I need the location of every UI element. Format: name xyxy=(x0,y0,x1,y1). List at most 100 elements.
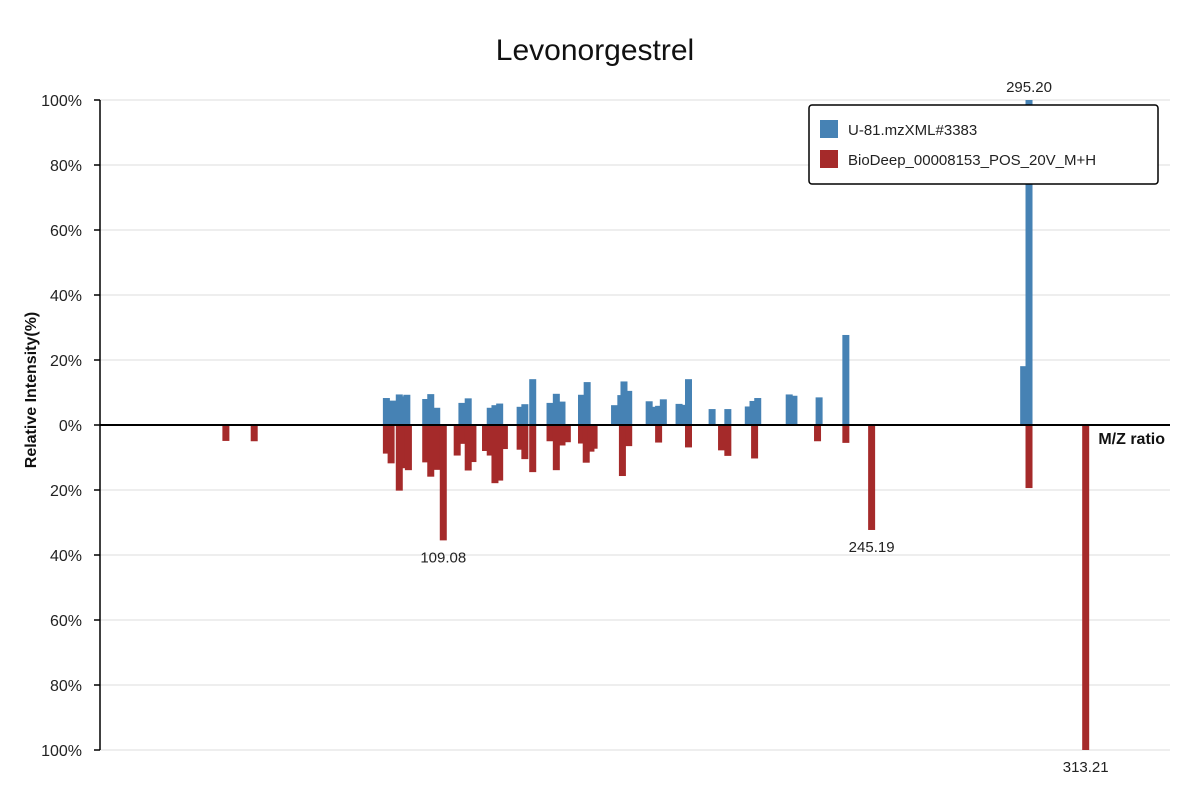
query-peak-bar xyxy=(486,407,494,425)
reference-peak-bar xyxy=(842,425,850,443)
reference-peak-bar xyxy=(382,425,390,454)
reference-peak-bar xyxy=(529,425,537,473)
reference-peak-bar xyxy=(724,425,732,456)
query-peak-bar xyxy=(675,403,683,425)
reference-peak-bar xyxy=(868,425,876,530)
reference-peak-bar xyxy=(222,425,230,441)
reference-peak-bar xyxy=(618,425,626,477)
legend-box xyxy=(808,104,1159,185)
reference-peak-bar xyxy=(590,425,598,449)
reference-peak-bar xyxy=(427,425,435,477)
reference-peak-bar xyxy=(718,425,726,451)
query-peak-bar xyxy=(790,395,798,425)
reference-peak-bar xyxy=(496,425,504,481)
reference-peak-bar xyxy=(395,425,403,491)
query-peak-bar xyxy=(433,407,441,425)
y-tick-label: 80% xyxy=(50,158,82,175)
query-peak-bar xyxy=(529,379,537,425)
x-axis-title: M/Z ratio xyxy=(1098,431,1165,448)
legend-label-reference: BioDeep_00008153_POS_20V_M+H xyxy=(848,152,1096,169)
reference-peak-bar xyxy=(422,425,430,463)
reference-peak-bar xyxy=(558,425,566,446)
y-tick-label: 100% xyxy=(41,93,82,110)
reference-peak-bar xyxy=(1082,425,1090,750)
query-peak-bar xyxy=(464,398,472,425)
y-tick-label: 40% xyxy=(50,288,82,305)
reference-peak-bar xyxy=(486,425,494,456)
query-peak-bar xyxy=(491,405,499,425)
query-peak-bar xyxy=(403,394,411,425)
reference-peak-bar xyxy=(433,425,441,470)
reference-peak-bar xyxy=(655,425,663,443)
peak-label: 245.19 xyxy=(849,539,895,556)
reference-peak-bar xyxy=(546,425,554,442)
query-peak-bar xyxy=(785,394,793,425)
query-peak-bar xyxy=(659,399,667,425)
reference-peak-bar xyxy=(582,425,590,463)
peak-label: 295.20 xyxy=(1006,79,1052,96)
legend-label-query: U-81.mzXML#3383 xyxy=(848,122,977,139)
peak-label: 109.08 xyxy=(420,549,466,566)
query-peak-bar xyxy=(754,398,762,425)
y-tick-label: 60% xyxy=(50,223,82,240)
query-peak-bar xyxy=(749,400,757,425)
reference-peak-bar xyxy=(439,425,447,541)
reference-peak-bar xyxy=(469,425,477,463)
legend: U-81.mzXML#3383 BioDeep_00008153_POS_20V… xyxy=(808,104,1159,185)
axes xyxy=(99,100,1170,750)
query-peak-bar xyxy=(1025,100,1033,425)
peak-labels: 295.20 109.08 245.19 313.21 xyxy=(420,79,1108,776)
reference-peak-bar xyxy=(404,425,412,471)
query-peak-bar xyxy=(578,394,585,425)
query-peak-bar xyxy=(645,401,653,425)
reference-peak-bar xyxy=(578,425,585,444)
query-peak-bar xyxy=(458,402,466,425)
query-peak-bar xyxy=(842,334,850,425)
y-tick-label: 20% xyxy=(50,353,82,370)
bars xyxy=(222,100,1090,750)
reference-peak-bar xyxy=(482,425,490,451)
reference-peak-bar xyxy=(387,425,395,464)
query-peak-bar xyxy=(815,397,823,425)
reference-peak-bar xyxy=(552,425,560,471)
y-tick-label: 100% xyxy=(41,743,82,760)
reference-peak-bar xyxy=(459,425,467,444)
y-axis-title: Relative Intensity(%) xyxy=(23,312,40,468)
query-peak-bar xyxy=(395,394,403,425)
grid-lines xyxy=(100,99,1170,751)
y-tick-label: 60% xyxy=(50,613,82,630)
query-peak-bar xyxy=(516,406,524,425)
query-peak-bar xyxy=(1020,366,1028,425)
query-peak-bar xyxy=(685,379,692,425)
reference-peak-bar xyxy=(685,425,692,448)
query-peak-bar xyxy=(724,409,732,425)
query-peak-bar xyxy=(382,398,390,425)
reference-peak-bar xyxy=(491,425,499,484)
reference-peak-bar xyxy=(521,425,529,460)
y-tick-label: 0% xyxy=(59,418,82,435)
query-peak-bar xyxy=(546,402,554,425)
reference-peak-bar xyxy=(453,425,461,456)
query-peak-bar xyxy=(708,409,716,425)
reference-peak-bar xyxy=(625,425,633,447)
query-peak-bar xyxy=(620,381,628,425)
y-ticks: 100% 80% 60% 40% 20% 0% 20% 40% 60% 80% 100% xyxy=(41,93,100,760)
reference-peak-bar xyxy=(516,425,524,450)
query-peak-bar xyxy=(655,405,663,425)
reference-peak-bar xyxy=(751,425,759,459)
y-tick-label: 80% xyxy=(50,678,82,695)
reference-peak-bar xyxy=(401,425,409,469)
query-peak-bar xyxy=(558,401,566,425)
y-tick-label: 20% xyxy=(50,483,82,500)
legend-swatch-query xyxy=(820,120,838,138)
reference-peak-bar xyxy=(250,425,258,442)
query-peak-bar xyxy=(625,390,633,425)
reference-peak-bar xyxy=(464,425,472,471)
query-peak-bar xyxy=(422,399,430,425)
query-peak-bar xyxy=(496,403,504,425)
legend-swatch-reference xyxy=(820,150,838,168)
y-tick-label: 40% xyxy=(50,548,82,565)
query-peak-bar xyxy=(583,382,591,425)
reference-peak-bar xyxy=(1025,425,1033,489)
